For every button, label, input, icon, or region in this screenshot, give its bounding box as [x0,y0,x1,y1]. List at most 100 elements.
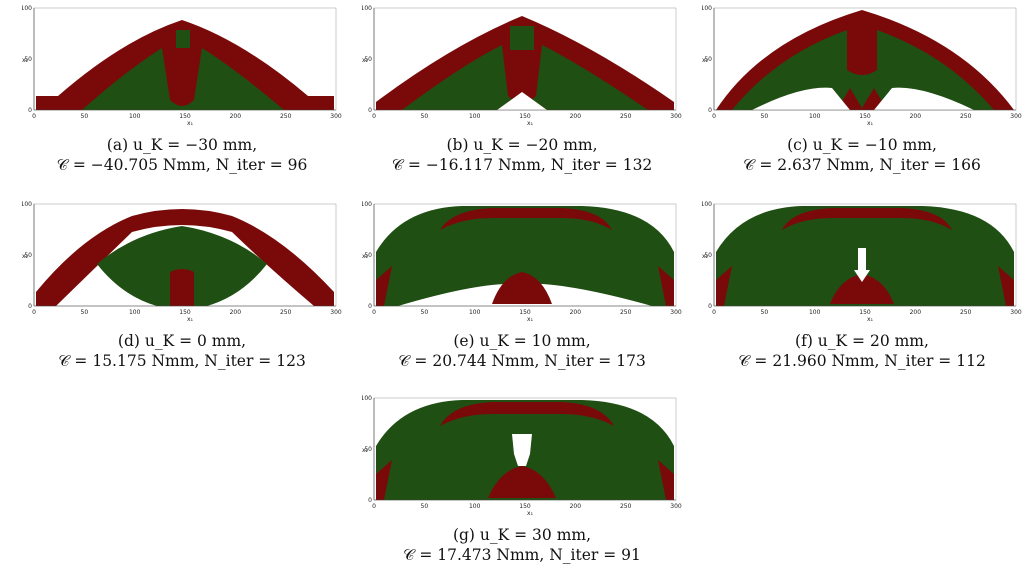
caption-d: (d) u_K = 0 mm, 𝒞 = 15.175 Nmm, N_iter =… [2,331,362,371]
x-tick-label: 100 [129,309,141,316]
topology-plot-g: 0 50 100 150 200 250 300 0 50 100 x₁ x₂ [362,390,682,520]
x-tick-label: 200 [230,113,242,120]
topology-plot-b: 0 50 100 150 200 250 300 0 50 100 x₁ x₂ [362,0,682,130]
y-axis-title: x₂ [702,253,709,260]
axis-labels: 0 50 100 150 200 250 300 0 50 100 x₁ x₂ [702,201,1022,323]
topology-plot-a: 0 50 100 150 200 250 300 0 50 100 x₁ x₂ [22,0,342,130]
caption-b: (b) u_K = −20 mm, 𝒞 = −16.117 Nmm, N_ite… [342,135,702,175]
solid-arch-g [440,402,614,426]
y-tick-label: 0 [708,303,712,310]
x-tick-label: 0 [712,309,716,316]
caption-line1-g: (g) u_K = 30 mm, [452,526,592,544]
topology-plot-f: 0 50 100 150 200 250 300 0 50 100 x₁ x₂ [702,196,1022,326]
solid-right-e [658,266,674,306]
x-tick-label: 0 [712,113,716,120]
x-tick-label: 0 [32,309,36,316]
y-tick-label: 0 [28,303,32,310]
caption-c: (c) u_K = −10 mm, 𝒞 = 2.637 Nmm, N_iter … [682,135,1028,175]
solid-arch-e [440,208,612,230]
y-tick-label: 100 [22,201,32,208]
axes-a [33,8,336,111]
solid-left-e [376,266,392,306]
x-tick-label: 200 [230,309,242,316]
y-axis-title: x₂ [702,57,709,64]
axis-labels: 0 50 100 150 200 250 300 0 50 100 x₁ x₂ [362,5,682,127]
plot-svg-e: 0 50 100 150 200 250 300 0 50 100 x₁ x₂ [362,201,682,323]
x-tick-label: 300 [330,113,342,120]
caption-line1-e: (e) u_K = 10 mm, [453,332,591,350]
solid-left-f [716,266,732,306]
solid-core-f [830,274,894,304]
x-tick-label: 200 [570,113,582,120]
solid-arch-f [782,208,952,230]
x-tick-label: 200 [910,309,922,316]
x-axis-title: x₁ [527,510,534,517]
caption-line1-b: (b) u_K = −20 mm, [446,136,598,154]
y-tick-label: 50 [364,252,372,259]
y-tick-label: 50 [364,56,372,63]
solid-right-g [658,460,674,500]
caption-line1-f: (f) u_K = 20 mm, [795,332,929,350]
caption-a: (a) u_K = −30 mm, 𝒞 = −40.705 Nmm, N_ite… [2,135,362,175]
solid-core-d [170,269,194,306]
y-tick-label: 0 [708,107,712,114]
y-tick-label: 100 [362,201,372,208]
x-tick-label: 50 [761,309,769,316]
x-tick-label: 0 [372,503,376,510]
caption-line2-d: 𝒞 = 15.175 Nmm, N_iter = 123 [58,352,306,370]
x-tick-label: 0 [372,113,376,120]
x-tick-label: 100 [129,113,141,120]
caption-e: (e) u_K = 10 mm, 𝒞 = 20.744 Nmm, N_iter … [342,331,702,371]
x-tick-label: 50 [81,113,89,120]
x-axis-title: x₁ [867,120,874,127]
x-tick-label: 50 [421,309,429,316]
topology-plot-c: 0 50 100 150 200 250 300 0 50 100 x₁ x₂ [702,0,1022,130]
soft-region-d [97,226,267,306]
soft-region-c [732,30,994,110]
x-tick-label: 100 [809,113,821,120]
axes-b [373,8,676,111]
x-tick-label: 250 [960,113,972,120]
y-tick-label: 0 [28,107,32,114]
y-axis-title: x₂ [22,57,29,64]
x-tick-label: 50 [421,113,429,120]
void-region-c [752,87,974,110]
x-tick-label: 300 [670,309,682,316]
x-tick-label: 300 [1010,113,1022,120]
axes-g [373,398,676,501]
void-slot-f [854,248,870,282]
void-notch-b [497,92,547,110]
axis-labels: 0 50 100 150 200 250 300 0 50 100 x₁ x₂ [362,201,682,323]
solid-right-f [998,266,1014,306]
axis-labels: 0 50 100 150 200 250 300 0 50 100 x₁ x₂ [22,201,342,323]
x-tick-label: 300 [1010,309,1022,316]
solid-core-e [492,272,552,304]
x-tick-label: 300 [670,113,682,120]
x-tick-label: 100 [469,503,481,510]
x-axis-title: x₁ [527,120,534,127]
y-tick-label: 50 [24,56,32,63]
x-tick-label: 250 [280,309,292,316]
y-tick-label: 0 [368,303,372,310]
caption-line2-e: 𝒞 = 20.744 Nmm, N_iter = 173 [398,352,646,370]
caption-f: (f) u_K = 20 mm, 𝒞 = 21.960 Nmm, N_iter … [682,331,1028,371]
x-tick-label: 300 [670,503,682,510]
caption-line1-c: (c) u_K = −10 mm, [787,136,937,154]
x-tick-label: 150 [519,503,531,510]
x-tick-label: 150 [859,309,871,316]
solid-core-g [488,466,556,498]
x-tick-label: 0 [32,113,36,120]
void-slot-g [512,434,532,466]
axis-labels: 0 50 100 150 200 250 300 0 50 100 x₁ x₂ [702,5,1022,127]
x-tick-label: 250 [960,309,972,316]
x-tick-label: 100 [469,113,481,120]
x-tick-label: 150 [519,309,531,316]
x-tick-label: 300 [330,309,342,316]
caption-line1-d: (d) u_K = 0 mm, [117,332,247,350]
axis-labels: 0 50 100 150 200 250 300 0 50 100 x₁ x₂ [362,395,682,517]
caption-line2-a: 𝒞 = −40.705 Nmm, N_iter = 96 [56,156,308,174]
solid-region-d [36,209,334,306]
y-tick-label: 0 [368,497,372,504]
x-tick-label: 0 [372,309,376,316]
topology-plot-e: 0 50 100 150 200 250 300 0 50 100 x₁ x₂ [362,196,682,326]
